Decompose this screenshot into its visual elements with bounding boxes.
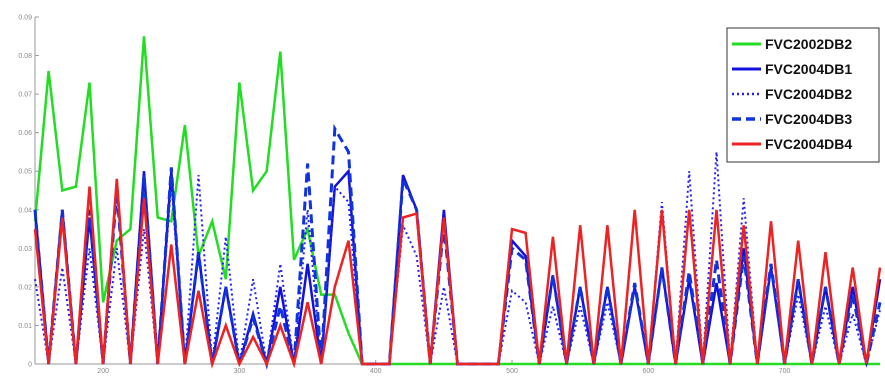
y-tick-label: 0.03	[18, 246, 32, 253]
plot-area	[33, 36, 882, 370]
y-tick-label: 0.07	[18, 92, 32, 99]
x-tick-label: 600	[642, 368, 654, 375]
y-tick-label: 0.06	[18, 130, 32, 137]
x-tick-label: 500	[506, 368, 518, 375]
y-tick-label: 0.05	[18, 169, 32, 176]
y-tick-label: 0.02	[18, 284, 32, 291]
legend-label: FVC2004DB4	[765, 136, 852, 152]
y-tick-label: 0.08	[18, 53, 32, 60]
legend-label: FVC2004DB3	[765, 111, 852, 127]
legend-label: FVC2004DB1	[765, 61, 852, 77]
y-tick-label: 0.09	[18, 15, 32, 22]
series-line-fvc2004db4	[33, 178, 882, 369]
y-tick-label: 0	[28, 362, 32, 369]
x-tick-label: 700	[779, 368, 791, 375]
legend: FVC2002DB2 FVC2004DB1 FVC2004DB2 FVC2004DB3…	[726, 27, 880, 163]
y-tick-label: 0.01	[18, 323, 32, 330]
legend-label: FVC2004DB2	[765, 86, 852, 102]
x-tick-label: 400	[370, 368, 382, 375]
legend-label: FVC2002DB2	[765, 36, 852, 52]
y-tick-label: 0.04	[18, 207, 32, 214]
x-tick-label: 200	[97, 368, 109, 375]
x-tick-label: 300	[234, 368, 246, 375]
